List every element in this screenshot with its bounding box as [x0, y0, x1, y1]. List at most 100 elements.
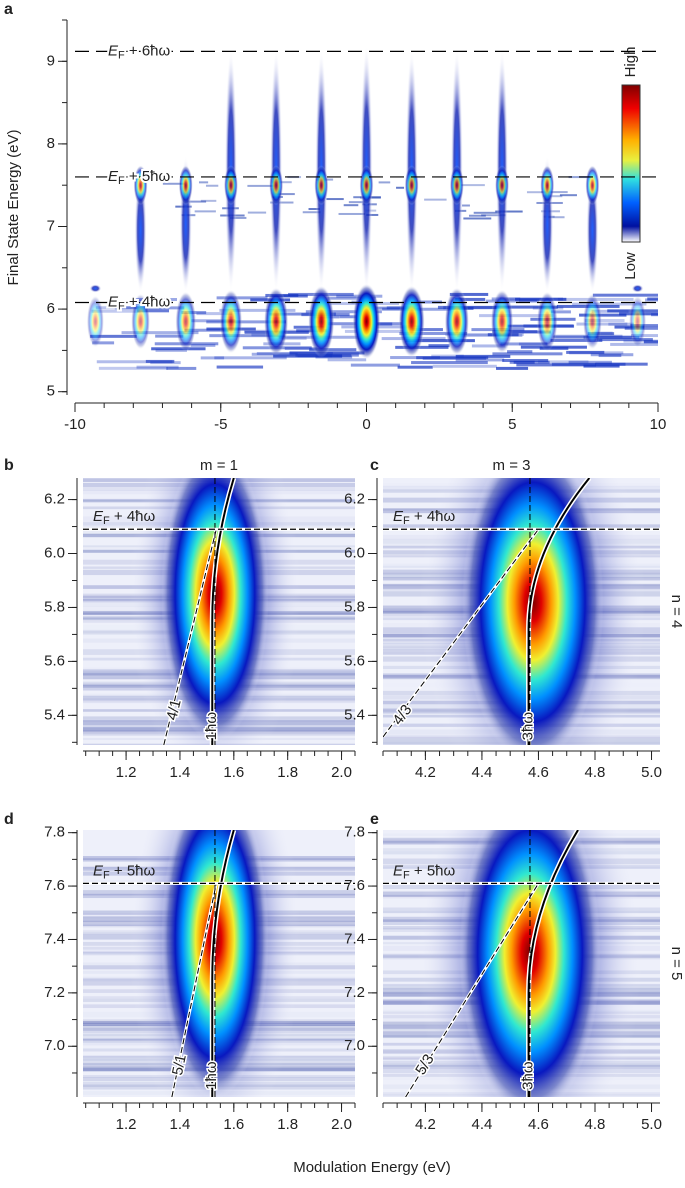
side-label: n = 5	[668, 947, 685, 981]
x-tick-label: 5	[508, 416, 516, 433]
streak	[131, 298, 178, 302]
y-tick-label: 5.8	[344, 598, 365, 615]
streak	[200, 356, 225, 360]
streak	[92, 341, 115, 345]
streak	[509, 360, 550, 364]
x-tick-label: 4.6	[528, 764, 549, 781]
streak	[350, 363, 400, 367]
curve	[527, 478, 591, 745]
peak	[308, 285, 335, 358]
x-tick-label: 4.2	[415, 1116, 436, 1133]
harmonic-label: 3ħω	[520, 712, 537, 741]
peak	[175, 291, 197, 352]
streak	[471, 344, 506, 348]
level-rest: + 6ħω	[125, 42, 171, 59]
streak	[166, 366, 197, 370]
y-tick-label: 5.4	[44, 706, 65, 723]
peak	[219, 289, 243, 354]
ratio-line	[405, 883, 539, 1097]
level-sub: F	[118, 175, 125, 187]
streak-tail	[89, 284, 102, 293]
y-tick-label: 5.6	[344, 652, 365, 669]
x-tick-label: 4.2	[415, 764, 436, 781]
level-sub: F	[103, 869, 110, 881]
streak	[308, 208, 320, 211]
colorbar-label: High	[622, 47, 639, 78]
streak	[550, 310, 571, 314]
panel-letter: e	[370, 811, 379, 828]
x-tick-label: 1.2	[116, 1116, 137, 1133]
peak	[582, 293, 602, 350]
streak	[559, 194, 577, 197]
level-label: EF + 5ħω	[393, 862, 456, 881]
streak	[405, 339, 475, 343]
level-rest: + 4ħω	[110, 508, 156, 525]
y-tick-label: 7.2	[344, 984, 365, 1001]
streak	[297, 354, 333, 358]
y-tick-label: 7.2	[44, 984, 65, 1001]
side-lobe	[449, 165, 464, 206]
streak	[151, 347, 206, 351]
level-rest: + 4ħω	[125, 293, 171, 310]
streak	[550, 338, 603, 342]
ratio-label: 5/1	[169, 1053, 190, 1077]
x-tick-label: -5	[214, 416, 227, 433]
side-lobe	[269, 165, 284, 206]
streak	[496, 366, 529, 370]
streak	[411, 361, 488, 365]
heatmap	[83, 830, 355, 1097]
streak	[275, 193, 295, 196]
streak	[326, 198, 344, 201]
streak	[366, 213, 379, 216]
peak	[398, 285, 425, 358]
y-tick-label: 6.2	[344, 491, 365, 508]
streak	[206, 320, 286, 324]
streak	[302, 211, 321, 214]
streak	[479, 314, 554, 318]
heatmap	[83, 478, 355, 745]
level-label: EF + 4ħω	[393, 508, 456, 527]
streak	[399, 331, 468, 335]
streak	[185, 200, 207, 203]
side-lobe	[540, 165, 555, 206]
peak	[628, 295, 647, 348]
level-label: EF + 5ħω	[108, 168, 171, 187]
x-tick-label: 4.4	[471, 764, 492, 781]
streak	[230, 216, 247, 219]
curve	[527, 830, 579, 1097]
streak	[338, 212, 365, 215]
y-tick-label: 7.8	[44, 824, 65, 841]
y-tick-label: 7.8	[344, 824, 365, 841]
streak	[502, 358, 549, 362]
y-tick-label: 7.6	[344, 877, 365, 894]
streak	[597, 338, 653, 342]
level-rest: + 5ħω	[110, 862, 156, 879]
x-tick-label: 2.0	[331, 764, 352, 781]
side-lobe	[495, 165, 510, 206]
streak	[569, 351, 624, 355]
streak	[576, 322, 628, 326]
heatmap	[383, 830, 660, 1097]
level-label: EF + 6ħω	[108, 42, 171, 61]
streak	[424, 198, 447, 201]
streak	[468, 214, 486, 217]
level-sub: F	[118, 300, 125, 312]
y-tick-label: 5.6	[44, 652, 65, 669]
streak	[548, 216, 565, 219]
y-axis-label: Final State Energy (eV)	[5, 130, 22, 286]
peak	[490, 289, 514, 354]
x-tick-label: 4.8	[585, 1116, 606, 1133]
panel-letter: a	[4, 1, 13, 18]
streak	[445, 332, 524, 336]
streak	[196, 312, 233, 316]
streak	[205, 184, 219, 187]
side-lobe	[585, 165, 600, 206]
streak	[507, 350, 533, 354]
streak	[416, 356, 489, 360]
panel-title: m = 3	[493, 457, 531, 474]
streak	[541, 191, 568, 194]
streak	[584, 319, 625, 323]
side-label: n = 4	[668, 595, 685, 629]
streak	[608, 322, 634, 326]
level-e: E	[93, 862, 104, 879]
